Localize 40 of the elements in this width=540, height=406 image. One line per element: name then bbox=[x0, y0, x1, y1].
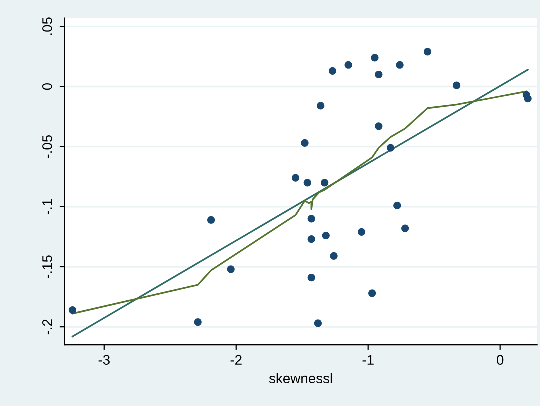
point bbox=[68, 306, 77, 314]
y-tick-label: -.05 bbox=[42, 135, 52, 158]
point bbox=[396, 61, 404, 69]
point bbox=[194, 318, 202, 326]
point bbox=[371, 54, 379, 62]
x-axis-title: skewnessl bbox=[269, 373, 332, 384]
y-tick-label: -.1 bbox=[42, 199, 52, 214]
point bbox=[322, 232, 330, 240]
point bbox=[368, 290, 376, 298]
point bbox=[330, 252, 338, 260]
point bbox=[344, 61, 352, 69]
point bbox=[308, 236, 316, 244]
point bbox=[424, 48, 432, 56]
point bbox=[308, 274, 316, 282]
point bbox=[386, 144, 395, 152]
point bbox=[301, 139, 309, 148]
point bbox=[304, 179, 312, 187]
point bbox=[402, 224, 410, 232]
x-tick-label: -1 bbox=[362, 355, 374, 365]
y-tick-label: -.15 bbox=[42, 256, 52, 278]
point bbox=[358, 228, 366, 236]
x-tick-label: -3 bbox=[98, 355, 110, 366]
point bbox=[321, 179, 329, 187]
y-tick-label: 0 bbox=[42, 83, 52, 90]
point bbox=[524, 94, 532, 103]
point bbox=[317, 102, 325, 110]
point bbox=[208, 216, 216, 224]
point bbox=[452, 82, 461, 90]
x-tick-label: 0 bbox=[497, 355, 504, 366]
x-tick-label: -2 bbox=[230, 355, 242, 365]
point bbox=[375, 70, 383, 79]
point bbox=[328, 67, 337, 75]
point bbox=[292, 174, 300, 182]
point bbox=[375, 122, 383, 130]
point bbox=[314, 320, 322, 328]
point bbox=[308, 215, 316, 223]
point bbox=[227, 266, 235, 274]
point bbox=[394, 202, 402, 210]
y-tick-label: .05 bbox=[42, 18, 52, 36]
y-tick-label: -.2 bbox=[42, 320, 52, 335]
